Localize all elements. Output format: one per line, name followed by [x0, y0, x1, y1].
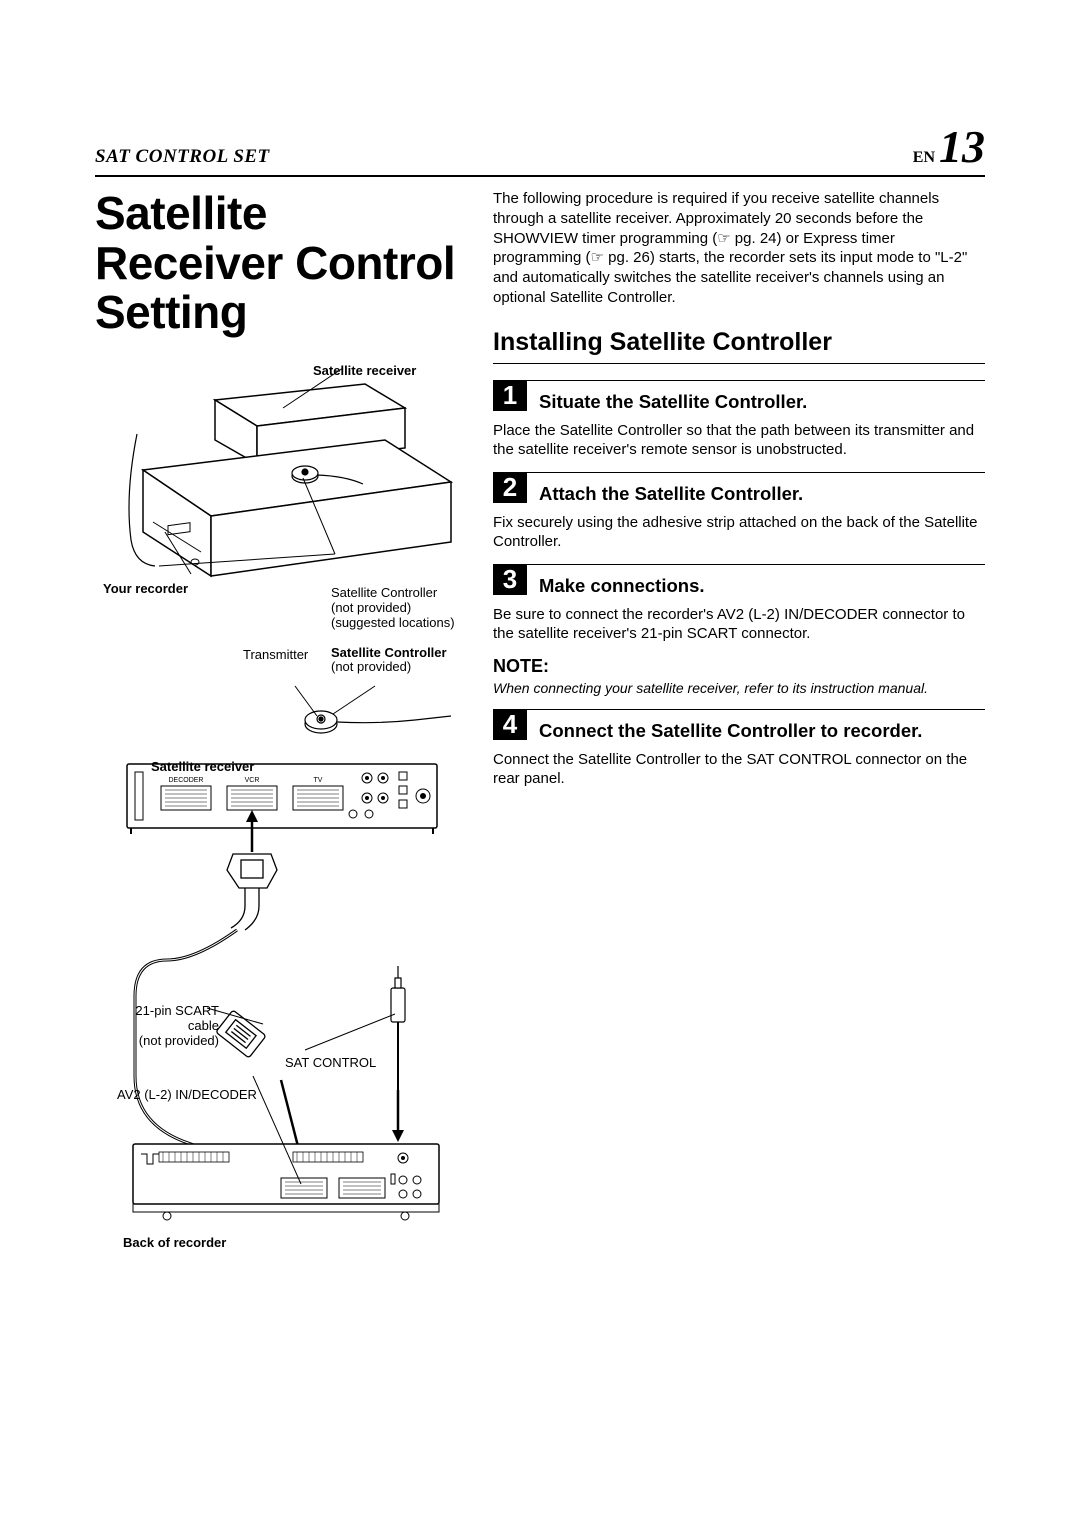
- label-av2: AV2 (L-2) IN/DECODER: [117, 1088, 257, 1103]
- step-3: 3 Make connections.: [493, 564, 985, 597]
- label-scart-cable: 21-pin SCART cable (not provided): [113, 1004, 219, 1049]
- step-4: 4 Connect the Satellite Controller to re…: [493, 709, 985, 742]
- label-transmitter: Transmitter: [243, 648, 308, 663]
- note-body: When connecting your satellite receiver,…: [493, 679, 985, 697]
- main-title: Satellite Receiver Control Setting: [95, 189, 465, 338]
- label-sat-controller-location: Satellite Controller (not provided) (sug…: [331, 586, 455, 631]
- diagram-placement: Satellite receiver: [95, 364, 465, 684]
- intro-paragraph: The following procedure is required if y…: [493, 189, 985, 308]
- label-not-provided: (not provided): [331, 660, 411, 675]
- step-2: 2 Attach the Satellite Controller.: [493, 472, 985, 505]
- page-number-block: EN 13: [913, 120, 985, 173]
- section-title: SAT CONTROL SET: [95, 146, 270, 168]
- step-2-body: Fix securely using the adhesive strip at…: [493, 513, 985, 552]
- step-1: 1 Situate the Satellite Controller.: [493, 380, 985, 413]
- step-1-number: 1: [493, 381, 527, 411]
- step-4-body: Connect the Satellite Controller to the …: [493, 750, 985, 789]
- step-2-number: 2: [493, 473, 527, 503]
- step-3-number: 3: [493, 565, 527, 595]
- note-heading: NOTE:: [493, 656, 985, 677]
- step-3-body: Be sure to connect the recorder's AV2 (L…: [493, 605, 985, 644]
- svg-text:DECODER: DECODER: [168, 777, 203, 784]
- label-sat-control: SAT CONTROL: [285, 1056, 376, 1071]
- label-sat-receiver-2: Satellite receiver: [151, 760, 254, 775]
- page-header: SAT CONTROL SET EN 13: [95, 120, 985, 177]
- section-rule: [493, 363, 985, 364]
- svg-text:TV: TV: [314, 777, 323, 784]
- label-your-recorder: Your recorder: [103, 582, 188, 597]
- step-1-body: Place the Satellite Controller so that t…: [493, 421, 985, 460]
- svg-text:VCR: VCR: [245, 777, 260, 784]
- step-3-title: Make connections.: [539, 573, 705, 597]
- step-1-title: Situate the Satellite Controller.: [539, 389, 807, 413]
- label-back-of-recorder: Back of recorder: [123, 1236, 226, 1251]
- step-2-title: Attach the Satellite Controller.: [539, 481, 803, 505]
- page-number: 13: [939, 121, 985, 172]
- lang-code: EN: [913, 149, 935, 166]
- step-4-title: Connect the Satellite Controller to reco…: [539, 718, 922, 742]
- label-sat-receiver-top: Satellite receiver: [313, 364, 416, 379]
- step-4-number: 4: [493, 710, 527, 740]
- diagram-transmitter: [95, 684, 465, 744]
- diagram-connections: Satellite receiver DECODER: [95, 760, 465, 1250]
- section-heading: Installing Satellite Controller: [493, 328, 985, 357]
